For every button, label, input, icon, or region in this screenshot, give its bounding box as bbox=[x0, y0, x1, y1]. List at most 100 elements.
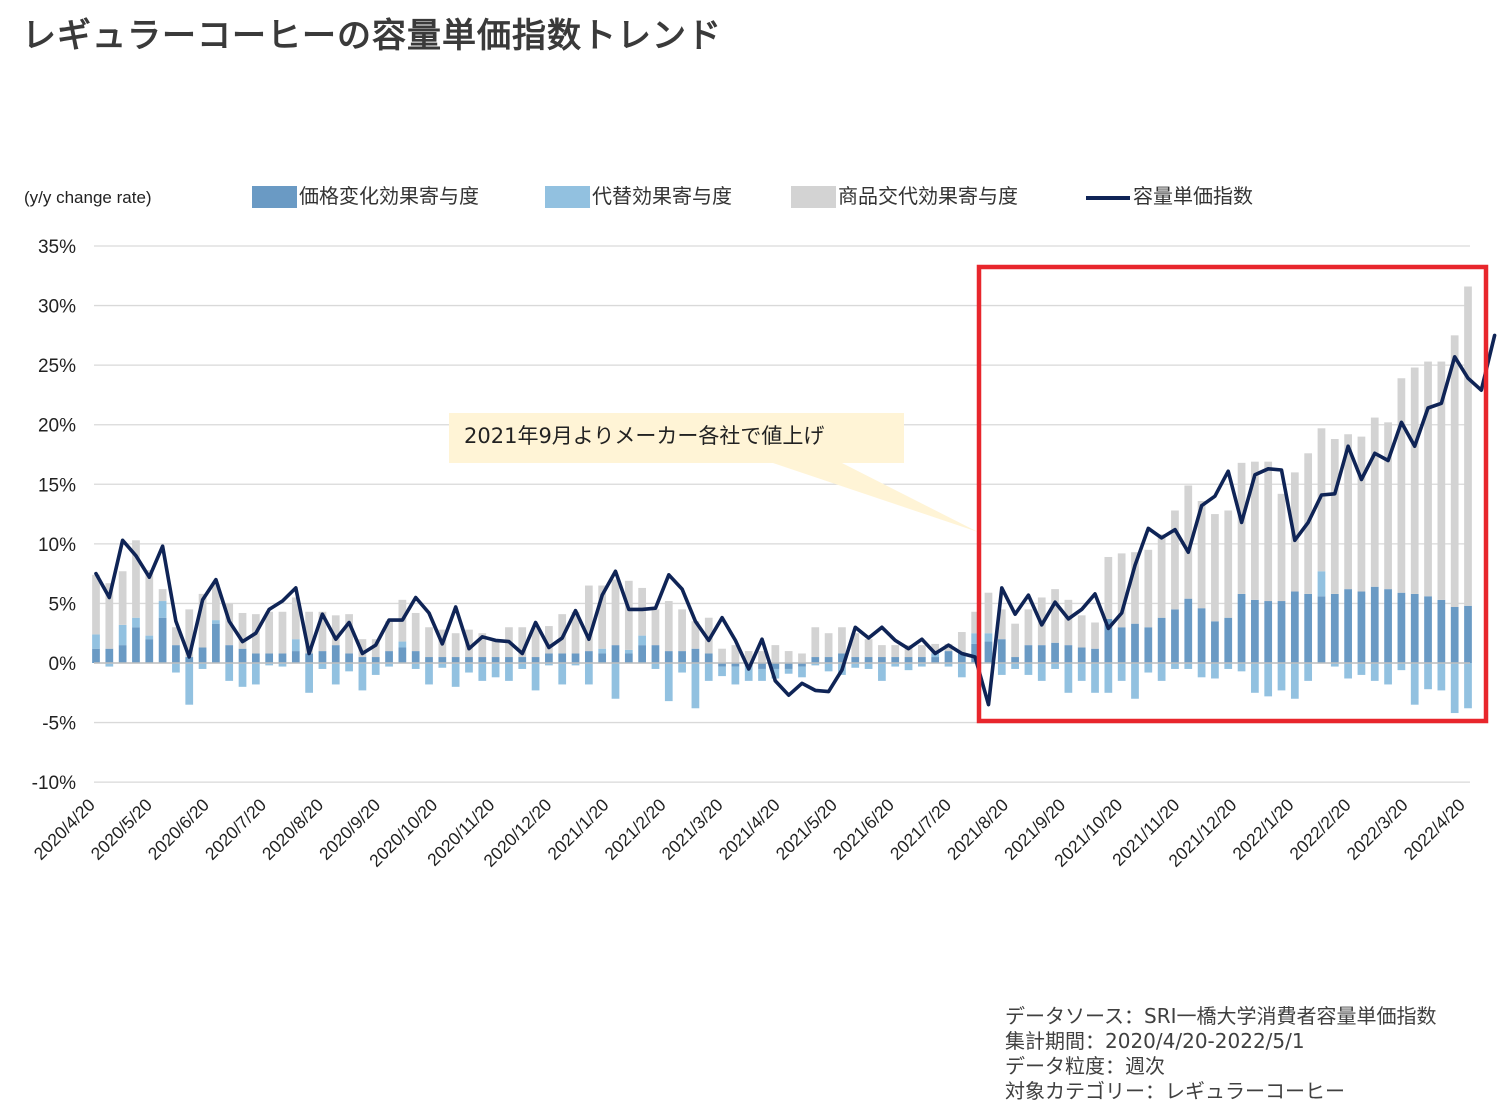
bar-product-change-effect bbox=[1157, 534, 1166, 618]
bar-product-change-effect bbox=[864, 639, 873, 658]
bar-price-effect bbox=[1264, 601, 1273, 663]
gridlines bbox=[94, 245, 1470, 783]
bar-product-change-effect bbox=[811, 627, 820, 658]
bar-substitution-effect bbox=[331, 663, 340, 685]
bar-product-change-effect bbox=[1171, 510, 1179, 610]
x-axis-ticks: 2020/4/202020/5/202020/6/202020/7/202020… bbox=[30, 795, 1469, 871]
bar-price-effect bbox=[584, 651, 593, 663]
bar-substitution-effect bbox=[1424, 663, 1432, 690]
bar-product-change-effect bbox=[1397, 378, 1406, 593]
x-tick-label: 2020/4/20 bbox=[30, 795, 99, 864]
bar-price-effect bbox=[185, 657, 194, 663]
callout-box bbox=[449, 413, 904, 463]
bar-product-change-effect bbox=[198, 593, 207, 648]
bar-price-effect bbox=[638, 645, 646, 663]
bar-substitution-effect bbox=[918, 663, 926, 667]
bar-price-effect bbox=[1117, 627, 1126, 663]
bar-substitution-effect bbox=[638, 635, 646, 646]
bar-price-effect bbox=[518, 657, 527, 663]
y-tick-label: 10% bbox=[38, 535, 76, 556]
bar-price-effect bbox=[118, 645, 127, 663]
bar-product-change-effect bbox=[824, 633, 833, 658]
bar-product-change-effect bbox=[331, 615, 340, 646]
bar-substitution-effect bbox=[531, 663, 540, 691]
bar-substitution-effect bbox=[145, 635, 154, 640]
bar-substitution-effect bbox=[345, 663, 353, 672]
bar-price-effect bbox=[1437, 599, 1446, 663]
bar-product-change-effect bbox=[1051, 589, 1059, 643]
bar-price-effect bbox=[491, 657, 500, 663]
bar-price-effect bbox=[1370, 586, 1379, 663]
bar-price-effect bbox=[891, 657, 900, 663]
bar-product-change-effect bbox=[172, 627, 180, 646]
bar-product-change-effect bbox=[491, 639, 500, 658]
bar-substitution-effect bbox=[371, 663, 380, 675]
bar-product-change-effect bbox=[1450, 335, 1459, 608]
bar-substitution-effect bbox=[1117, 663, 1126, 681]
bar-product-change-effect bbox=[451, 633, 460, 658]
bar-substitution-effect bbox=[1157, 663, 1166, 681]
legend-label: 商品交代効果寄与度 bbox=[838, 184, 1018, 208]
bar-product-change-effect bbox=[531, 627, 540, 658]
bar-product-change-effect bbox=[545, 626, 553, 654]
bar-product-change-effect bbox=[305, 611, 313, 654]
bar-substitution-effect bbox=[225, 663, 234, 681]
bar-substitution-effect bbox=[598, 648, 607, 654]
x-tick-label: 2021/6/20 bbox=[829, 795, 898, 864]
bar-substitution-effect bbox=[1330, 663, 1339, 667]
bar-price-effect bbox=[531, 657, 540, 663]
bar-substitution-effect bbox=[1037, 663, 1046, 681]
bar-substitution-effect bbox=[771, 668, 780, 679]
bar-product-change-effect bbox=[744, 651, 753, 663]
index-line bbox=[94, 333, 1497, 707]
bar-product-change-effect bbox=[798, 653, 806, 663]
bar-substitution-effect bbox=[1357, 663, 1366, 675]
bar-price-effect bbox=[1104, 618, 1113, 663]
bar-substitution-effect bbox=[105, 663, 114, 667]
bar-product-change-effect bbox=[878, 645, 886, 658]
legend-label: 価格変化効果寄与度 bbox=[299, 184, 479, 208]
bar-price-effect bbox=[651, 645, 660, 663]
bar-price-effect bbox=[824, 657, 833, 663]
legend-label: 容量単価指数 bbox=[1133, 184, 1253, 208]
bar-price-effect bbox=[798, 663, 806, 667]
bar-price-effect bbox=[851, 657, 860, 663]
bar-price-effect bbox=[145, 639, 154, 663]
bar-substitution-effect bbox=[1264, 663, 1273, 697]
bar-substitution-effect bbox=[238, 663, 247, 687]
bar-price-effect bbox=[345, 653, 353, 663]
bar-product-change-effect bbox=[1024, 609, 1033, 646]
bar-substitution-effect bbox=[1051, 663, 1059, 669]
bar-substitution-effect bbox=[1370, 663, 1379, 681]
bar-price-effect bbox=[704, 653, 713, 663]
bar-product-change-effect bbox=[997, 609, 1006, 640]
bar-price-effect bbox=[172, 645, 180, 663]
bar-substitution-effect bbox=[878, 663, 886, 681]
bar-price-effect bbox=[1091, 648, 1099, 663]
bar-price-effect bbox=[1077, 647, 1086, 663]
highlight-rectangle bbox=[976, 264, 1489, 724]
bar-product-change-effect bbox=[558, 614, 567, 654]
bar-product-change-effect bbox=[1077, 615, 1086, 648]
bar-product-change-effect bbox=[638, 587, 646, 636]
bar-price-effect bbox=[1464, 605, 1472, 663]
bar-product-change-effect bbox=[1410, 367, 1419, 594]
period-line: 集計期間：2020/4/20-2022/5/1 bbox=[1005, 1029, 1305, 1053]
bar-product-change-effect bbox=[265, 611, 274, 654]
bar-price-effect bbox=[1317, 596, 1326, 663]
bar-product-change-effect bbox=[518, 627, 527, 658]
bar-product-change-effect bbox=[212, 584, 220, 621]
bar-substitution-effect bbox=[505, 663, 513, 681]
bar-substitution-effect bbox=[278, 663, 287, 667]
bar-product-change-effect bbox=[358, 639, 367, 658]
bar-substitution-effect bbox=[1104, 663, 1113, 693]
bar-price-effect bbox=[278, 653, 287, 663]
bar-product-change-effect bbox=[1064, 599, 1073, 646]
bar-price-effect bbox=[1424, 596, 1432, 663]
bar-substitution-effect bbox=[1024, 663, 1033, 675]
bar-product-change-effect bbox=[105, 583, 114, 649]
bar-substitution-effect bbox=[291, 639, 300, 652]
bar-product-change-effect bbox=[1251, 461, 1259, 600]
callout: 2021年9月よりメーカー各社で値上げ bbox=[449, 413, 978, 532]
bar-substitution-effect bbox=[758, 668, 766, 681]
